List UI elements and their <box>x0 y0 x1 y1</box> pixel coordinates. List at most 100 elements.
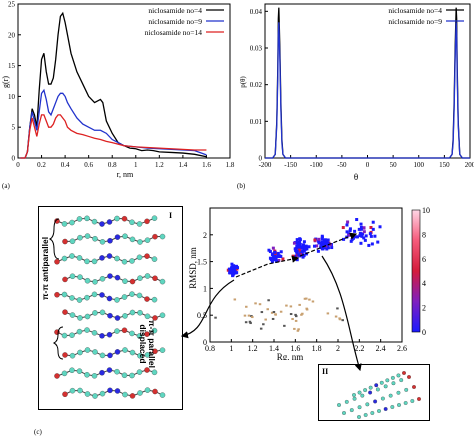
density-cell <box>244 321 248 324</box>
density-cell <box>371 220 375 224</box>
inset-two <box>318 364 430 421</box>
x-tick-label: 1.8 <box>312 344 322 353</box>
x-tick-label: 1 <box>134 161 138 169</box>
roman-two-label: II <box>322 367 329 376</box>
angle-ylabel: p(θ) <box>239 76 247 88</box>
series-line <box>265 7 470 159</box>
y-tick-label: 0.04 <box>250 8 263 16</box>
density-cell <box>341 319 344 322</box>
rdf-lines <box>20 11 207 159</box>
density-cell <box>338 317 341 320</box>
density-cell <box>298 254 302 258</box>
inset-molecule <box>357 397 421 419</box>
density-cell <box>357 227 361 231</box>
x-tick-label: -50 <box>337 161 347 169</box>
inset-molecule <box>352 371 406 397</box>
colorbar-tick-label: 6 <box>422 255 426 264</box>
density-cell <box>279 310 283 313</box>
legend-entry: niclosamide no=4 <box>388 6 442 15</box>
density-cell <box>361 232 365 236</box>
density-cell <box>264 318 267 321</box>
y-tick-label: 5 <box>12 124 16 132</box>
molecule <box>62 309 166 321</box>
y-tick-label: 1.5 <box>197 258 207 267</box>
density-cell <box>320 237 324 241</box>
label-pi-pi-parallel-displaced: π-π parallel displaced <box>138 320 157 368</box>
x-tick-label: 150 <box>439 161 450 169</box>
density-cell <box>302 254 306 258</box>
legend-entry: niclosamide no=9 <box>388 17 442 26</box>
rdf-xlabel: r, nm <box>117 170 134 179</box>
colorbar-tick-label: 0 <box>422 328 426 337</box>
density-cell <box>355 218 359 222</box>
density-cell <box>345 235 349 239</box>
density-cell <box>294 313 297 316</box>
x-tick-label: 1 <box>229 344 233 353</box>
stack-illustration <box>38 206 183 410</box>
density-cell <box>322 246 326 250</box>
angle-lines <box>265 7 470 159</box>
density-cell <box>254 302 257 305</box>
density-cell <box>308 298 311 301</box>
x-tick-label: 2.2 <box>354 344 364 353</box>
density-cell <box>274 313 277 316</box>
density-cell <box>279 250 283 254</box>
x-tick-label: 50 <box>390 161 398 169</box>
density-cell <box>233 268 237 272</box>
molecule <box>62 347 166 359</box>
density-cell <box>297 248 301 252</box>
density-cell <box>358 234 362 238</box>
density-cell <box>334 315 338 318</box>
x-tick-label: 1.8 <box>226 161 235 169</box>
density-cell <box>230 262 234 266</box>
x-tick-label: 1.4 <box>179 161 188 169</box>
density-cell <box>312 244 316 248</box>
y-tick-label: 0.01 <box>250 118 263 126</box>
density-cell <box>251 316 254 319</box>
density-cell <box>267 299 270 302</box>
density-cell <box>273 253 277 257</box>
series-line <box>20 114 207 159</box>
density-cell <box>376 240 380 244</box>
density-cell <box>297 328 300 331</box>
panel-label-a: (a) <box>2 182 10 190</box>
x-tick-label: 0 <box>366 161 370 169</box>
density-cell <box>349 239 353 243</box>
molecule <box>54 291 158 303</box>
density-cell <box>345 223 349 227</box>
brace-top <box>48 218 60 260</box>
density-cell <box>295 241 299 245</box>
density-cell <box>346 220 350 224</box>
density-cell <box>279 254 283 258</box>
x-tick-label: 0.2 <box>37 161 46 169</box>
molecule <box>54 215 158 227</box>
density-cell <box>260 311 264 314</box>
rg-rmsd-heatmap: 0.8 1 1.2 1.4 1.6 1.8 2 2.2 2.4 2.6 0 0.5 1 1.5 2 0 2 4 6… <box>188 206 430 360</box>
x-tick-label: 100 <box>414 161 425 169</box>
density-cell <box>271 317 275 320</box>
density-cell <box>348 229 352 233</box>
angle-xlabel: θ <box>354 172 358 182</box>
colorbar-tick-label: 8 <box>422 230 426 239</box>
x-tick-label: 2.6 <box>397 344 407 353</box>
density-cell <box>326 238 330 242</box>
rdf-chart: 0 0.2 0.4 0.6 0.8 1 1.2 1.4 1.6 1.8 0 5 10 15 20 25 nic… <box>1 1 235 180</box>
density-cell <box>291 254 295 258</box>
density-cell <box>336 307 339 310</box>
density-cell <box>298 240 302 244</box>
y-tick-label: 0.5 <box>197 311 207 320</box>
x-tick-label: -100 <box>310 161 323 169</box>
density-cell <box>359 227 363 231</box>
density-cell <box>341 226 345 230</box>
molecule-stack <box>48 215 166 399</box>
density-cell <box>231 266 235 270</box>
density-cell <box>271 255 275 259</box>
y-tick-label: 0 <box>259 155 263 163</box>
density-cell <box>326 312 330 315</box>
density-cell <box>248 320 252 323</box>
density-cell <box>294 315 298 318</box>
density-cell <box>354 235 358 239</box>
x-tick-label: 2 <box>336 344 340 353</box>
x-tick-label: -200 <box>259 161 272 169</box>
label-pi-pi-antiparallel: π-π antiparallel <box>40 236 50 300</box>
